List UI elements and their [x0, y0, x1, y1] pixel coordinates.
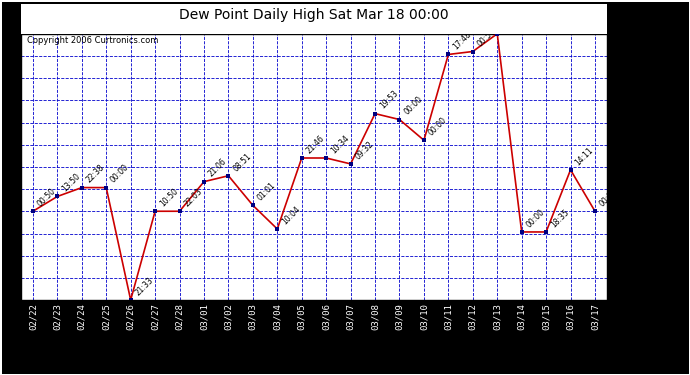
Text: 00:50: 00:50 — [36, 186, 58, 209]
Text: 10:34: 10:34 — [329, 134, 351, 155]
Text: 02/23: 02/23 — [53, 304, 62, 330]
Text: 18:35: 18:35 — [549, 207, 571, 229]
Text: 03/11: 03/11 — [444, 304, 453, 330]
Text: 19:53: 19:53 — [378, 89, 400, 111]
Text: 00:00: 00:00 — [524, 207, 546, 229]
Text: 03/10: 03/10 — [420, 304, 428, 330]
Text: 22:38: 22:38 — [85, 163, 106, 185]
Text: 02/22: 02/22 — [28, 304, 37, 330]
Text: 02/24: 02/24 — [77, 304, 86, 330]
Text: 03/14: 03/14 — [518, 304, 526, 330]
Text: 03/08: 03/08 — [371, 304, 380, 330]
Text: 21:06: 21:06 — [207, 157, 228, 179]
Text: 01:01: 01:01 — [255, 181, 277, 203]
Text: 13:50: 13:50 — [60, 172, 82, 194]
Text: 03/03: 03/03 — [248, 304, 257, 330]
Text: 03/02: 03/02 — [224, 304, 233, 330]
Text: 08:51: 08:51 — [231, 151, 253, 173]
Text: 09:35: 09:35 — [500, 9, 522, 31]
Text: 00:00: 00:00 — [426, 116, 449, 138]
Text: 02/28: 02/28 — [175, 304, 184, 330]
Text: 03/07: 03/07 — [346, 304, 355, 330]
Text: 09:32: 09:32 — [353, 139, 375, 161]
Text: 00:02: 00:02 — [598, 187, 620, 209]
Text: 03/09: 03/09 — [395, 304, 404, 330]
Text: 03/12: 03/12 — [469, 304, 477, 330]
Text: 02/26: 02/26 — [126, 304, 135, 330]
Text: 03/16: 03/16 — [566, 304, 575, 330]
Text: 03/06: 03/06 — [322, 304, 331, 330]
Text: 00:00: 00:00 — [109, 163, 131, 185]
Text: 00:51: 00:51 — [475, 27, 497, 49]
Text: 21:33: 21:33 — [133, 276, 155, 297]
Text: 10:50: 10:50 — [158, 187, 179, 209]
Text: Dew Point Daily High Sat Mar 18 00:00: Dew Point Daily High Sat Mar 18 00:00 — [179, 8, 448, 22]
Text: 00:00: 00:00 — [402, 95, 424, 117]
Text: 03/15: 03/15 — [542, 304, 551, 330]
Text: 14:11: 14:11 — [573, 146, 595, 167]
Text: 03/04: 03/04 — [273, 304, 282, 330]
Text: 17:48: 17:48 — [451, 30, 473, 52]
Text: 22:03: 22:03 — [182, 187, 204, 209]
Text: 03/13: 03/13 — [493, 304, 502, 330]
Text: 03/05: 03/05 — [297, 304, 306, 330]
Text: 21:46: 21:46 — [304, 134, 326, 155]
Text: 10:04: 10:04 — [280, 204, 302, 226]
Text: 03/17: 03/17 — [591, 304, 600, 330]
Text: Copyright 2006 Curtronics.com: Copyright 2006 Curtronics.com — [26, 36, 158, 45]
Text: 02/27: 02/27 — [150, 304, 159, 330]
Text: 03/01: 03/01 — [199, 304, 208, 330]
Text: 02/25: 02/25 — [101, 304, 110, 330]
